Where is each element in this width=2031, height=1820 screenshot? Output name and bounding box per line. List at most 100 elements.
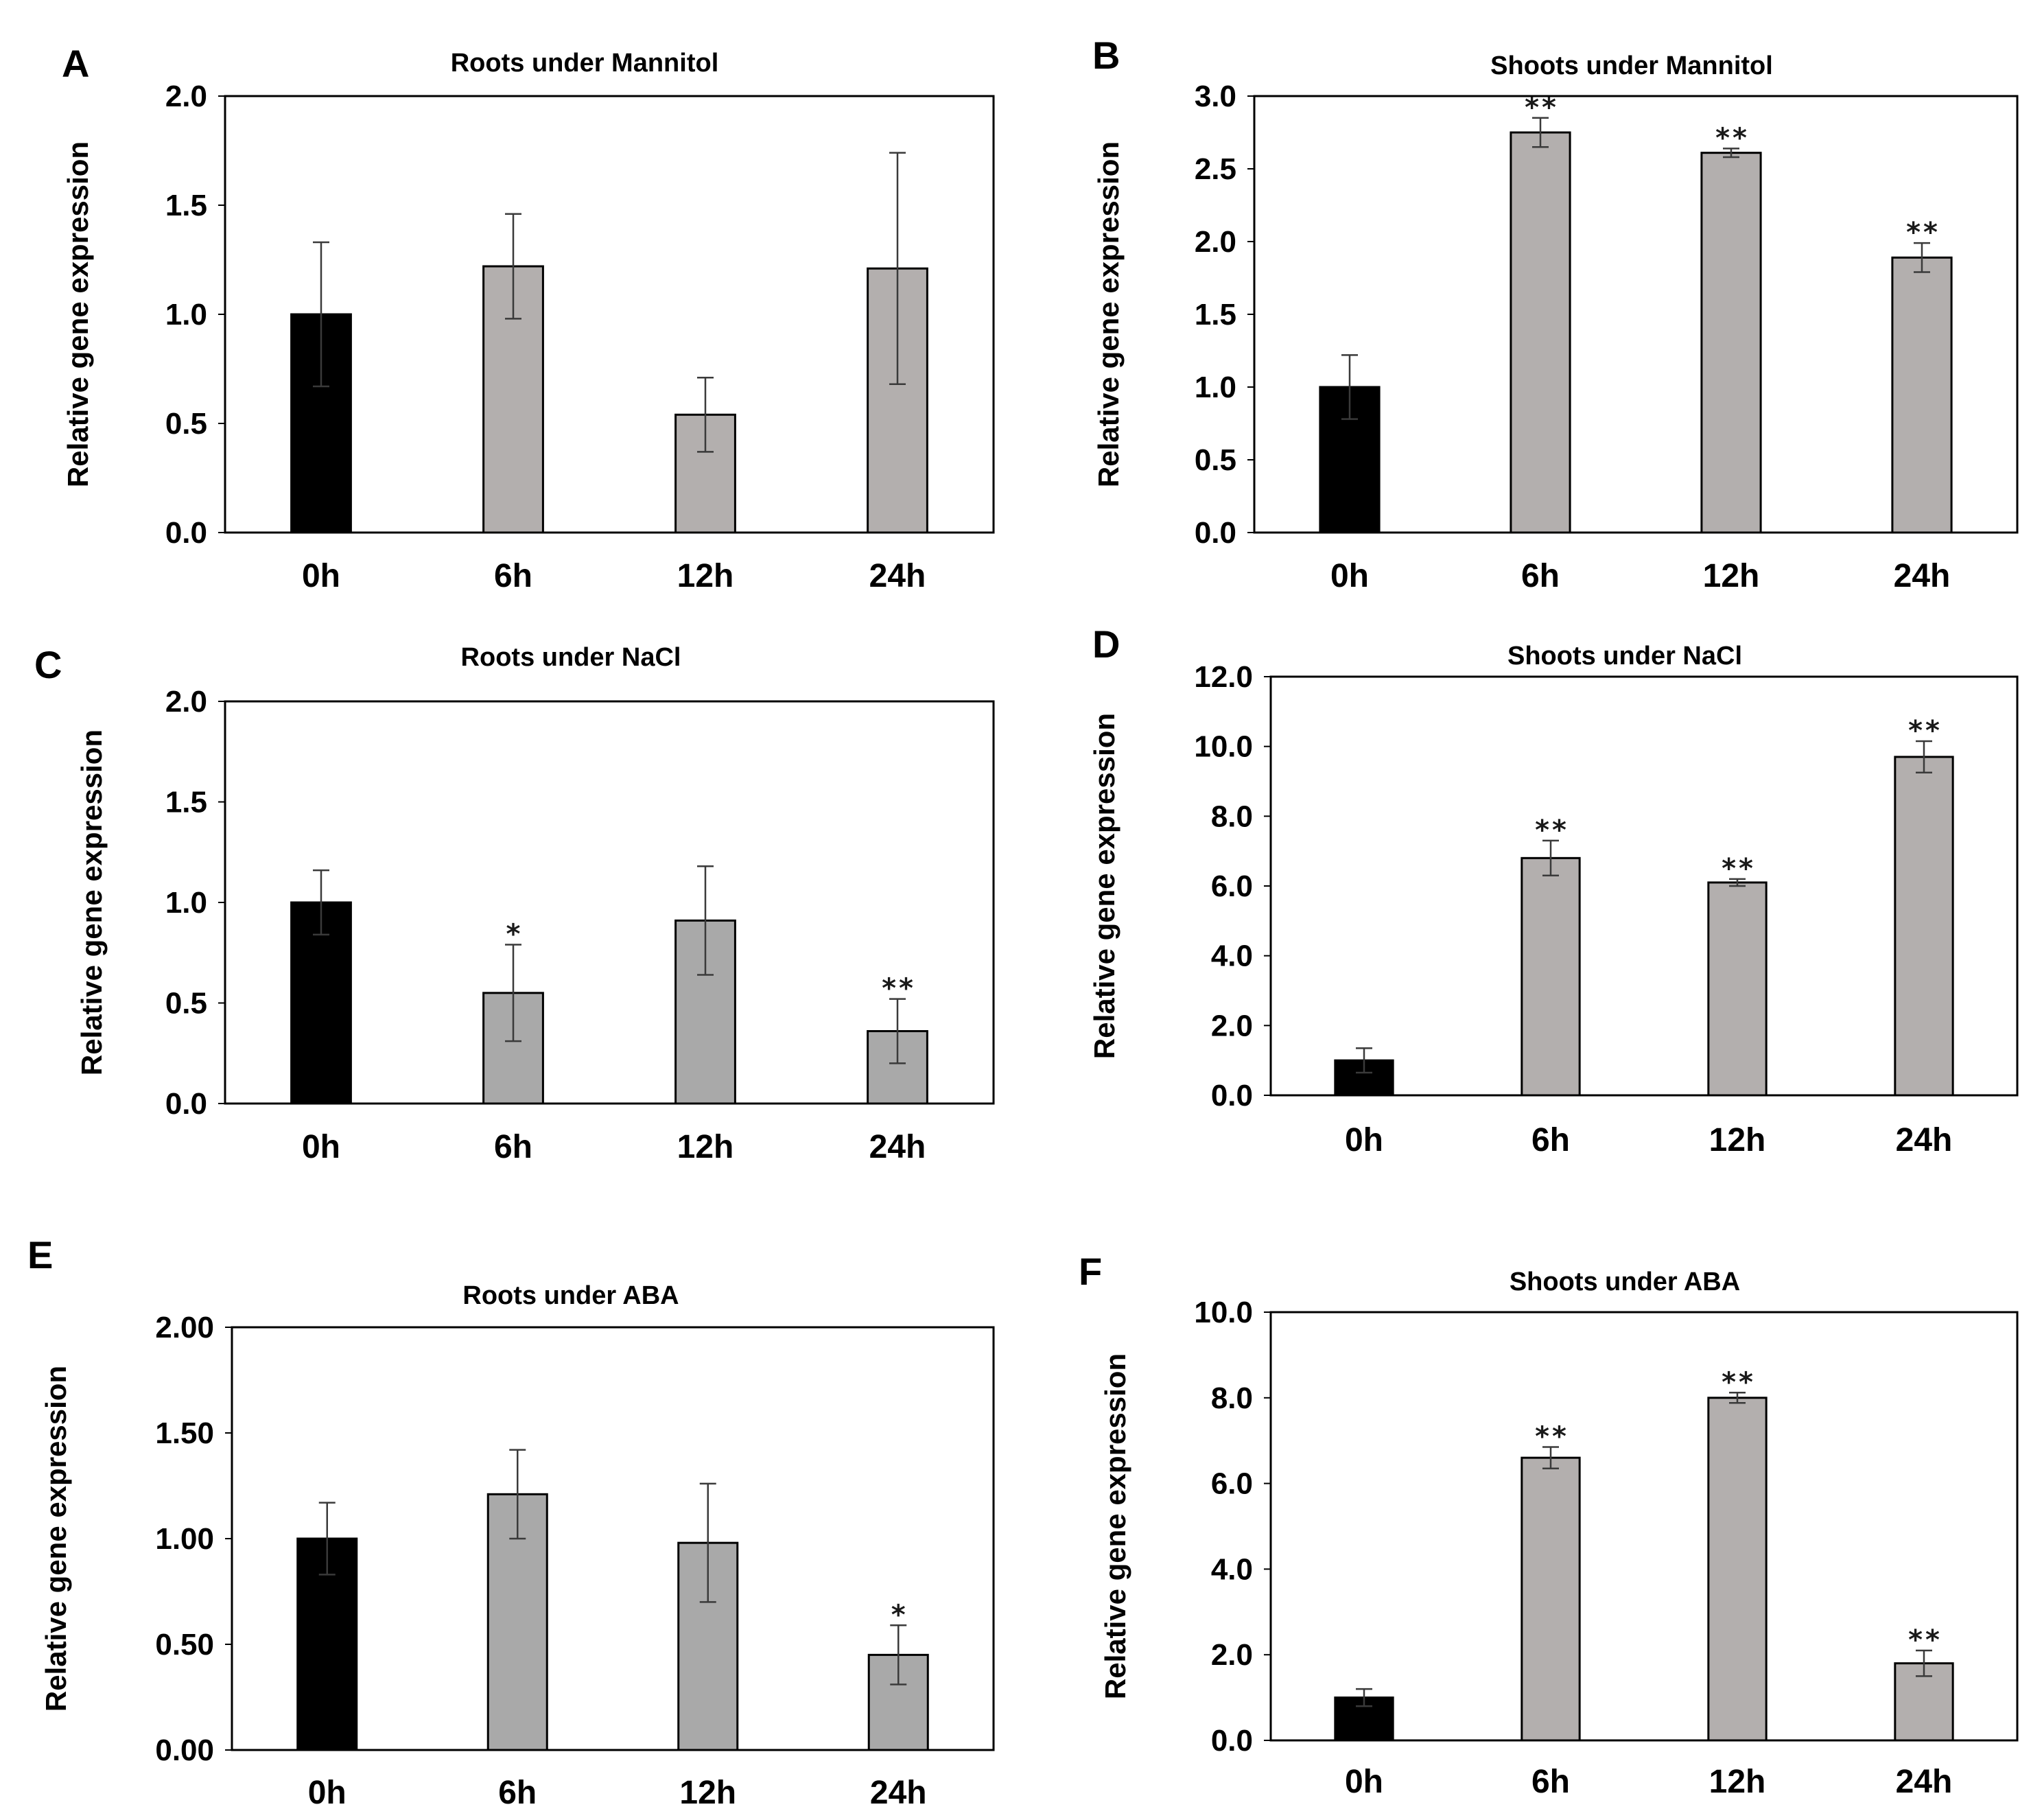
- y-tick-label-f: 2.0: [1211, 1638, 1253, 1672]
- y-tick-label-b: 1.0: [1195, 371, 1236, 404]
- bar-d-24h: [1894, 756, 1954, 1097]
- y-tick-label-f: 0.0: [1211, 1724, 1253, 1758]
- x-tick-label-b-12h: 12h: [1703, 558, 1760, 594]
- panel-c: C Roots under NaCl Relative gene expressio…: [34, 643, 995, 1165]
- bar-d-12h: [1707, 881, 1768, 1097]
- y-tick-label-a: 0.0: [165, 516, 207, 550]
- y-tick-label-a: 2.0: [165, 80, 207, 113]
- panel-letter-a: A: [62, 42, 89, 85]
- significance-d-24h: **: [1908, 715, 1942, 747]
- significance-b-24h: **: [1906, 217, 1940, 248]
- chart-title-f: Shoots under ABA: [1510, 1268, 1740, 1296]
- panel-b: B Shoots under Mannitol Relative gene expr…: [1092, 34, 2019, 594]
- chart-title-c: Roots under NaCl: [461, 643, 681, 672]
- significance-f-12h: **: [1722, 1366, 1756, 1398]
- y-tick-label-b: 0.0: [1195, 516, 1236, 550]
- significance-d-12h: **: [1722, 853, 1756, 885]
- panel-letter-f: F: [1079, 1250, 1102, 1293]
- x-tick-label-a-24h: 24h: [869, 558, 926, 594]
- x-tick-label-c-6h: 6h: [494, 1129, 532, 1165]
- plot-frame-a: [224, 95, 995, 534]
- y-tick-label-e: 0.50: [155, 1628, 214, 1661]
- y-tick-label-d: 10.0: [1194, 730, 1253, 764]
- panel-letter-d: D: [1092, 622, 1120, 666]
- significance-f-6h: **: [1535, 1421, 1569, 1453]
- significance-c-24h: **: [882, 973, 916, 1005]
- x-tick-label-f-6h: 6h: [1531, 1764, 1570, 1800]
- bar-b-12h: [1700, 152, 1762, 534]
- y-tick-label-c: 1.0: [165, 886, 207, 920]
- x-tick-label-a-6h: 6h: [494, 558, 532, 594]
- y-tick-label-d: 0.0: [1211, 1079, 1253, 1112]
- x-tick-label-c-0h: 0h: [302, 1129, 340, 1165]
- y-tick-label-d: 8.0: [1211, 800, 1253, 833]
- y-axis-label-e: Relative gene expression: [40, 1366, 72, 1712]
- x-tick-label-d-12h: 12h: [1709, 1122, 1766, 1158]
- y-tick-label-e: 0.00: [155, 1734, 214, 1767]
- y-tick-label-d: 2.0: [1211, 1009, 1253, 1042]
- bar-f-6h: [1521, 1456, 1581, 1742]
- x-tick-label-f-24h: 24h: [1896, 1764, 1953, 1800]
- plot-frame-e: [231, 1326, 995, 1751]
- y-axis-label-f: Relative gene expression: [1099, 1353, 1131, 1699]
- y-tick-label-f: 10.0: [1194, 1296, 1253, 1329]
- chart-title-d: Shoots under NaCl: [1507, 642, 1742, 670]
- y-tick-label-c: 1.5: [165, 786, 207, 819]
- y-tick-label-a: 0.5: [165, 407, 207, 441]
- x-tick-label-e-24h: 24h: [870, 1775, 927, 1811]
- panel-d: D Shoots under NaCl Relative gene expressi…: [1088, 622, 2019, 1158]
- panel-letter-e: E: [27, 1233, 53, 1276]
- y-tick-label-c: 0.5: [165, 987, 207, 1020]
- x-tick-label-b-6h: 6h: [1521, 558, 1560, 594]
- y-tick-label-b: 1.5: [1195, 298, 1236, 331]
- x-tick-label-d-0h: 0h: [1345, 1122, 1383, 1158]
- panel-e: E Roots under ABA Relative gene expression…: [27, 1233, 995, 1811]
- y-tick-label-d: 12.0: [1194, 660, 1253, 694]
- plot-frame-f: [1269, 1311, 2019, 1742]
- plot-frame-c: [224, 700, 995, 1105]
- y-tick-label-b: 0.5: [1195, 443, 1236, 477]
- x-tick-label-d-24h: 24h: [1896, 1122, 1953, 1158]
- y-tick-label-d: 6.0: [1211, 870, 1253, 903]
- significance-c-6h: *: [506, 919, 524, 950]
- x-tick-label-c-12h: 12h: [677, 1129, 734, 1165]
- x-tick-label-c-24h: 24h: [869, 1129, 926, 1165]
- y-tick-label-d: 4.0: [1211, 940, 1253, 973]
- significance-f-24h: **: [1908, 1624, 1942, 1656]
- y-tick-label-c: 2.0: [165, 685, 207, 719]
- y-tick-label-a: 1.5: [165, 189, 207, 222]
- y-tick-label-c: 0.0: [165, 1087, 207, 1121]
- y-tick-label-b: 3.0: [1195, 80, 1236, 113]
- x-tick-label-f-0h: 0h: [1345, 1764, 1383, 1800]
- panel-letter-c: C: [34, 643, 62, 686]
- plot-frame-d: [1269, 675, 2019, 1097]
- chart-title-a: Roots under Mannitol: [451, 49, 719, 78]
- y-axis-label-b: Relative gene expression: [1092, 141, 1125, 487]
- y-tick-label-b: 2.5: [1195, 152, 1236, 186]
- panel-a: A Roots under Mannitol Relative gene expre…: [62, 42, 995, 594]
- y-axis-label-c: Relative gene expression: [75, 730, 108, 1075]
- x-tick-label-d-6h: 6h: [1531, 1122, 1570, 1158]
- panel-f: F Shoots under ABA Relative gene expressio…: [1079, 1250, 2019, 1800]
- chart-title-b: Shoots under Mannitol: [1490, 51, 1773, 80]
- chart-title-e: Roots under ABA: [462, 1281, 679, 1310]
- panel-letter-b: B: [1092, 34, 1120, 77]
- x-tick-label-e-0h: 0h: [308, 1775, 347, 1811]
- y-tick-label-e: 2.00: [155, 1311, 214, 1344]
- bar-b-24h: [1891, 256, 1953, 534]
- bar-f-12h: [1707, 1397, 1768, 1742]
- x-tick-label-b-24h: 24h: [1894, 558, 1951, 594]
- y-axis-label-d: Relative gene expression: [1088, 713, 1120, 1059]
- x-tick-label-b-0h: 0h: [1330, 558, 1369, 594]
- y-tick-label-e: 1.00: [155, 1522, 214, 1556]
- plot-frame-b: [1253, 95, 2019, 534]
- significance-b-12h: **: [1715, 122, 1750, 154]
- y-tick-label-e: 1.50: [155, 1416, 214, 1450]
- x-tick-label-a-12h: 12h: [677, 558, 734, 594]
- significance-d-6h: **: [1535, 815, 1569, 846]
- significance-e-24h: *: [891, 1599, 908, 1631]
- y-tick-label-f: 8.0: [1211, 1381, 1253, 1415]
- x-tick-label-f-12h: 12h: [1709, 1764, 1766, 1800]
- y-tick-label-a: 1.0: [165, 298, 207, 331]
